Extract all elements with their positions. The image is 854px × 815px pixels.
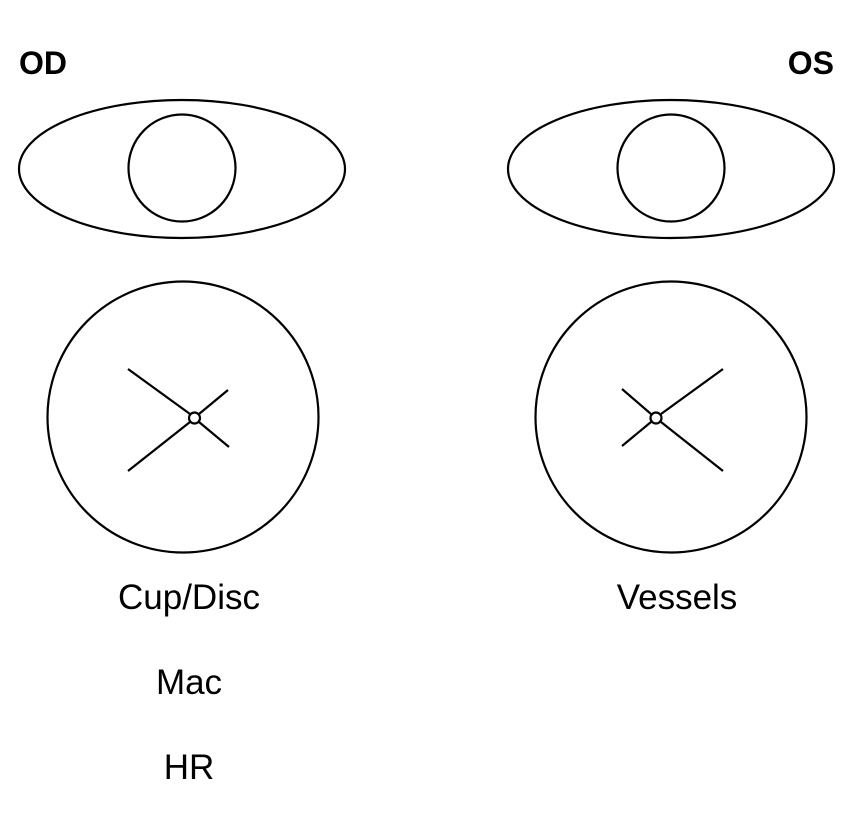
- od-vessel-lower-right: [198, 421, 230, 448]
- os-vessel-lower-right: [660, 421, 724, 472]
- od-external-eye[interactable]: [17, 98, 347, 240]
- od-iris: [127, 113, 237, 223]
- os-label: OS: [787, 45, 834, 81]
- od-fundus[interactable]: [46, 280, 320, 554]
- od-optic-disc: [187, 411, 202, 425]
- os-vessel-upper-right: [660, 368, 724, 415]
- os-fundus-circle: [534, 280, 808, 554]
- vessels-label[interactable]: Vessels: [616, 578, 738, 617]
- od-vessel-upper-right: [198, 389, 229, 415]
- od-vessel-lower-left: [127, 421, 191, 472]
- os-iris: [616, 113, 726, 223]
- cup-disc-label[interactable]: Cup/Disc: [118, 578, 260, 617]
- os-eyelid-outline: [506, 98, 836, 240]
- od-eyelid-outline: [17, 98, 347, 240]
- os-external-eye[interactable]: [506, 98, 836, 240]
- od-fundus-circle: [46, 280, 320, 554]
- od-vessel-upper-left: [127, 368, 191, 415]
- macula-label[interactable]: Mac: [155, 663, 223, 702]
- os-optic-disc: [649, 411, 663, 425]
- od-label: OD: [19, 45, 67, 81]
- os-fundus[interactable]: [534, 280, 808, 554]
- os-vessel-upper-left: [621, 388, 652, 415]
- os-vessel-lower-left: [621, 421, 652, 447]
- hr-label[interactable]: HR: [163, 748, 215, 787]
